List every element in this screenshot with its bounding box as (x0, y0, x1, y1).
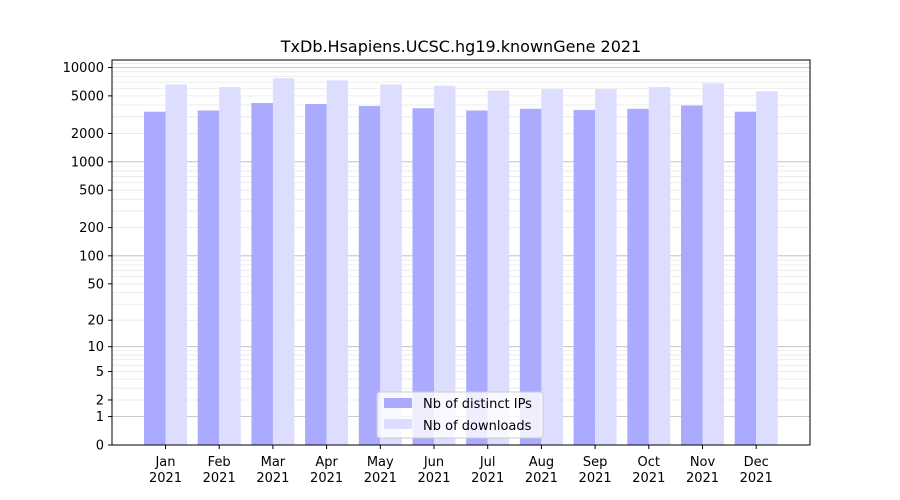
legend-label-ips: Nb of distinct IPs (423, 397, 532, 412)
bar (734, 111, 757, 446)
bar (434, 85, 456, 446)
bar (219, 87, 241, 446)
y-tick-label: 20 (87, 314, 104, 329)
bar (648, 87, 671, 446)
bar (326, 80, 349, 445)
y-tick-label: 2000 (71, 127, 104, 142)
bar (487, 90, 510, 445)
y-axis: 0 1 2 5 10 20 50 100 200 500 1000 2000 5000 10000 (63, 61, 112, 454)
chart-title: TxDb.Hsapiens.UCSC.hg19.knownGene 2021 (280, 37, 641, 56)
bar (305, 104, 327, 446)
y-tick-label: 0 (96, 439, 104, 454)
bar (681, 105, 703, 446)
x-tick-label: Jul 2021 (471, 455, 504, 486)
x-tick-label: Sep 2021 (579, 455, 612, 486)
legend-swatch-downloads (384, 419, 412, 429)
x-tick-label: Nov 2021 (686, 455, 719, 486)
legend-label-downloads: Nb of downloads (423, 419, 532, 434)
y-tick-label: 2 (96, 393, 104, 408)
y-tick-label: 5 (96, 365, 104, 380)
bar (519, 108, 542, 445)
x-axis: Jan 2021 Feb 2021 Mar 2021 Apr 2021 May 2021 Jun 20… (149, 445, 773, 486)
y-tick-label: 10000 (63, 61, 104, 76)
x-tick-label: Oct 2021 (632, 455, 665, 486)
y-tick-label: 10 (87, 340, 104, 355)
y-tick-label: 500 (79, 184, 104, 199)
y-tick-label: 100 (79, 249, 104, 264)
bar (380, 84, 402, 445)
bar (541, 89, 563, 446)
bar (627, 108, 649, 445)
legend: Nb of distinct IPs Nb of downloads (376, 391, 544, 439)
bar (165, 84, 187, 445)
x-tick-label: Aug 2021 (525, 455, 558, 486)
y-tick-label: 1000 (71, 155, 104, 170)
bar (412, 108, 434, 445)
x-tick-label: Feb 2021 (203, 455, 236, 486)
bars (144, 78, 778, 446)
x-tick-label: Apr 2021 (310, 455, 343, 486)
bar (144, 111, 166, 446)
bar (756, 91, 778, 445)
bar (595, 89, 617, 446)
bar (466, 110, 488, 445)
y-tick-label: 50 (87, 277, 104, 292)
x-tick-label: May 2021 (364, 455, 397, 486)
bar (358, 106, 381, 445)
bar (197, 110, 220, 445)
x-tick-label: Jun 2021 (417, 455, 450, 486)
legend-box (376, 391, 544, 439)
y-tick-label: 1 (96, 410, 104, 425)
y-tick-label: 200 (79, 221, 104, 236)
plot-frame (111, 59, 811, 446)
bar (702, 83, 724, 445)
x-tick-label: Mar 2021 (256, 455, 289, 486)
x-tick-label: Jan 2021 (149, 455, 182, 486)
bar (251, 103, 273, 445)
bar (272, 78, 295, 445)
y-tick-label: 5000 (71, 89, 104, 104)
legend-swatch-ips (384, 398, 412, 408)
x-tick-label: Dec 2021 (740, 455, 773, 486)
bar (573, 109, 596, 446)
